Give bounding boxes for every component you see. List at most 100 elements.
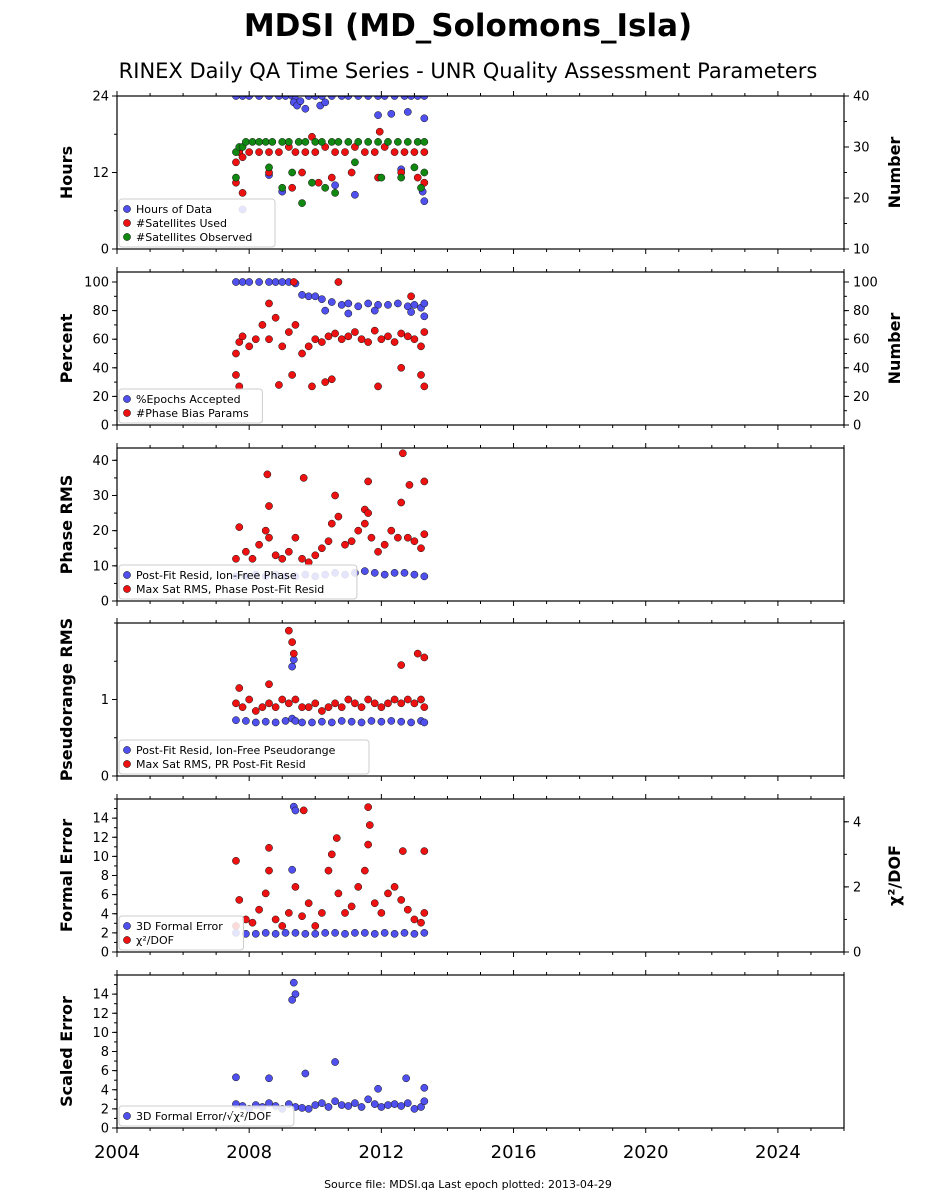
data-point — [265, 278, 273, 286]
y-tick-label: 24 — [92, 90, 109, 105]
data-point — [261, 717, 270, 726]
data-point — [407, 718, 415, 727]
legend-label: %Epochs Accepted — [136, 393, 241, 406]
data-point — [417, 371, 425, 379]
data-point — [420, 148, 429, 156]
data-point — [337, 1101, 346, 1109]
data-point — [365, 821, 374, 829]
data-point — [360, 567, 369, 575]
data-point — [291, 533, 300, 542]
data-point — [321, 306, 330, 315]
data-point — [327, 850, 336, 859]
legend-marker — [123, 936, 131, 944]
data-point — [304, 703, 313, 712]
legend-box — [118, 564, 358, 600]
data-point — [238, 703, 247, 712]
data-point — [417, 918, 425, 927]
data-point — [265, 533, 273, 542]
y-tick-label: 0 — [101, 419, 109, 434]
data-point — [367, 533, 376, 542]
legend-box — [118, 915, 244, 951]
data-point — [370, 899, 379, 908]
y-tick-label: 10 — [92, 1026, 109, 1041]
legend-box — [118, 388, 263, 424]
data-point — [390, 569, 399, 577]
figure-title: MDSI (MD_Solomons_Isla) — [244, 8, 692, 44]
source-footer: Source file: MDSI.qa Last epoch plotted:… — [324, 1178, 612, 1191]
y-tick-label: 12 — [92, 166, 109, 181]
y-tick-label: 12 — [92, 1007, 109, 1022]
y-right-axis-label: χ²/DOF — [885, 845, 904, 906]
data-point — [377, 335, 386, 344]
data-point — [318, 717, 326, 726]
y-axis-label: Phase RMS — [57, 475, 76, 575]
data-point — [271, 551, 280, 560]
data-point — [232, 173, 240, 182]
data-point — [417, 1103, 425, 1111]
data-point — [311, 699, 320, 708]
data-point — [238, 153, 247, 162]
y-tick-label: 0 — [101, 1122, 109, 1137]
y-tick-label: 10 — [92, 850, 109, 865]
data-point — [410, 148, 419, 156]
data-point — [397, 699, 406, 708]
data-point — [235, 684, 244, 692]
y-tick-label: 8 — [101, 869, 109, 884]
x-tick-label: 2016 — [491, 1142, 537, 1163]
y-axis-label: Formal Error — [57, 819, 76, 932]
data-point — [407, 308, 415, 316]
y-right-tick-label: 20 — [853, 192, 870, 207]
data-point — [301, 104, 310, 113]
data-point — [387, 526, 396, 535]
data-point — [410, 915, 419, 924]
data-point — [351, 328, 359, 336]
data-point — [331, 189, 339, 197]
data-point — [258, 703, 267, 712]
data-point — [413, 649, 422, 658]
data-point — [400, 148, 409, 156]
data-point — [370, 929, 379, 938]
data-point — [397, 896, 406, 904]
data-point — [265, 502, 273, 510]
data-point — [360, 866, 369, 875]
legend-label: #Satellites Observed — [136, 231, 252, 244]
data-point — [397, 363, 406, 372]
legend-marker — [123, 395, 131, 403]
data-point — [298, 168, 306, 177]
data-point — [351, 929, 359, 937]
legend-label: #Phase Bias Params — [136, 407, 249, 420]
data-point — [291, 695, 300, 704]
y-right-axis-label: Number — [885, 137, 904, 209]
data-point — [347, 717, 356, 726]
data-point — [299, 474, 308, 482]
y-tick-label: 10 — [92, 559, 109, 574]
plot-frame — [116, 95, 845, 250]
panel-2: 0 20 40 60 80 100 0 20 40 60 80 100 Percent Number %Ep… — [57, 267, 904, 434]
data-point — [291, 717, 300, 725]
data-point — [331, 491, 339, 500]
data-point — [354, 302, 363, 311]
y-right-axis-label: Number — [885, 313, 904, 385]
data-point — [327, 718, 336, 727]
data-point — [261, 889, 270, 898]
y-axis-label: Pseudorange RMS — [57, 618, 76, 781]
data-point — [327, 519, 336, 528]
data-point — [334, 278, 343, 286]
y-tick-label: 60 — [92, 333, 109, 348]
data-point — [278, 695, 287, 704]
data-point — [327, 173, 336, 182]
legend-label: Post-Fit Resid, Ion-Free Pseudorange — [136, 744, 336, 757]
data-points — [232, 278, 429, 391]
data-point — [370, 148, 379, 156]
data-point — [318, 544, 326, 553]
data-point — [235, 523, 244, 531]
data-point — [271, 278, 280, 286]
data-point — [299, 806, 308, 815]
data-point — [384, 1101, 392, 1109]
data-point — [284, 547, 293, 556]
data-point — [403, 138, 412, 146]
data-point — [377, 1103, 386, 1111]
data-point — [384, 138, 392, 146]
data-point — [245, 695, 254, 704]
